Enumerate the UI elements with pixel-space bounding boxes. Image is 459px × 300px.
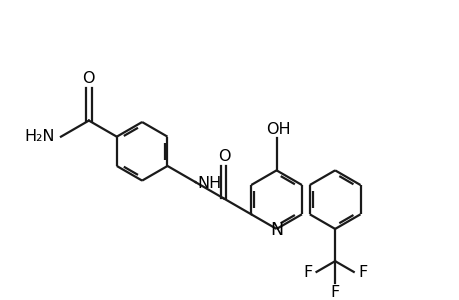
Text: N: N (269, 221, 282, 239)
Text: NH: NH (197, 176, 221, 190)
Text: F: F (302, 266, 312, 280)
Text: OH: OH (266, 122, 290, 137)
Text: O: O (218, 149, 230, 164)
Text: F: F (357, 266, 366, 280)
Text: F: F (330, 285, 339, 300)
Text: O: O (83, 71, 95, 86)
Text: H₂N: H₂N (25, 129, 55, 144)
